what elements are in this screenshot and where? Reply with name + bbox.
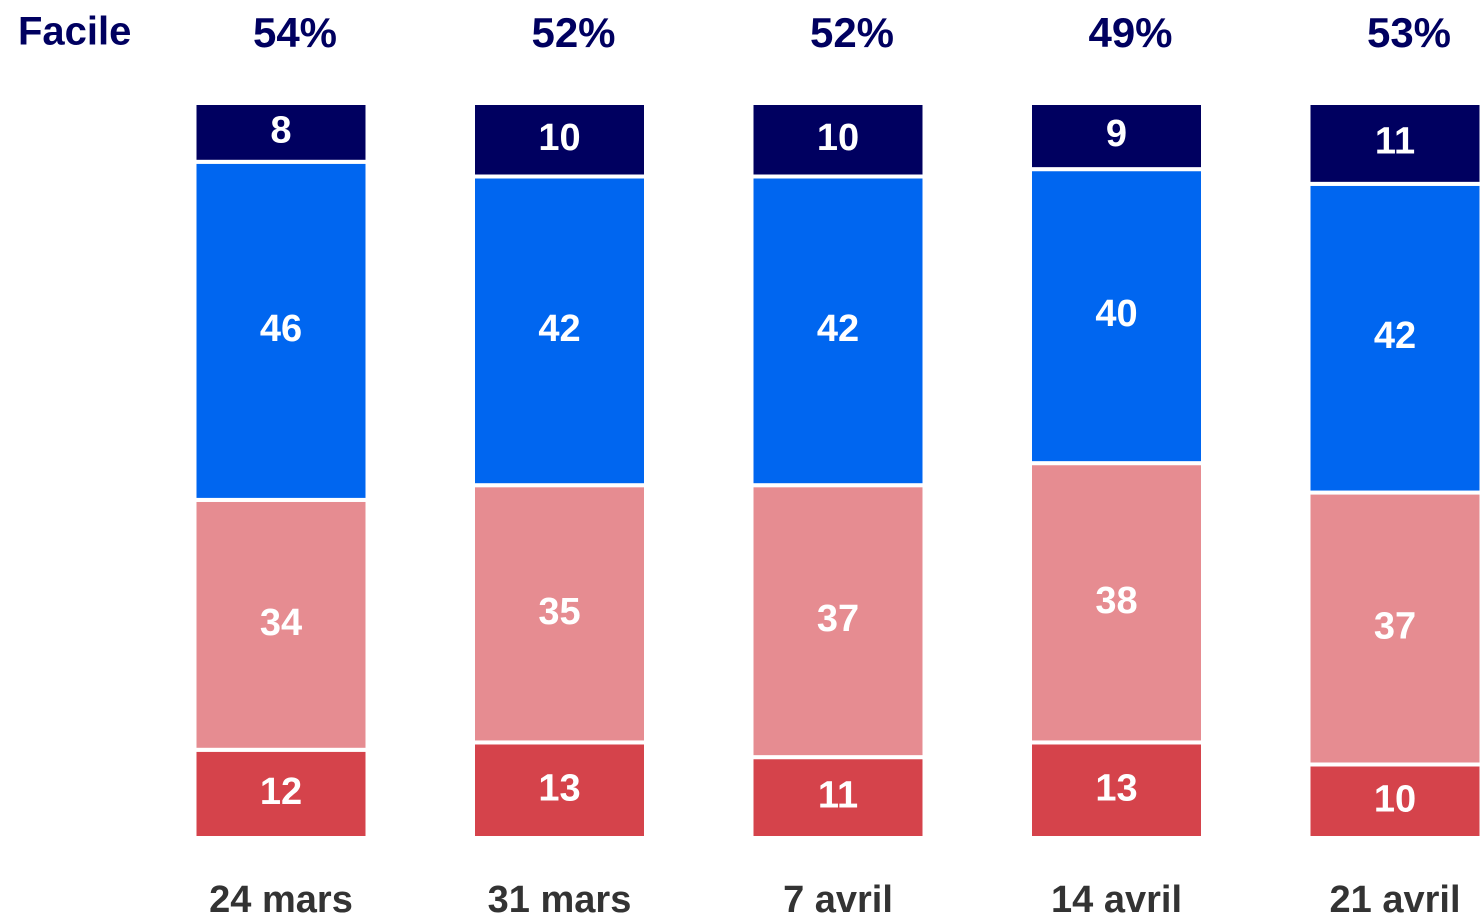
bar-segment — [749, 174, 927, 488]
bar-segment — [1028, 101, 1205, 172]
segment-label: 42 — [817, 308, 859, 350]
segment-label: 46 — [260, 308, 302, 350]
x-tick-label: 21 avril — [1330, 879, 1461, 921]
segment-label: 11 — [818, 775, 858, 817]
bar-segment — [749, 483, 927, 760]
segment-label: 13 — [538, 767, 580, 809]
total-label: 53% — [1367, 9, 1451, 56]
bar-segment — [192, 497, 370, 752]
segment-label: 37 — [1374, 606, 1416, 648]
bar-segment — [471, 174, 648, 488]
segment-label: 37 — [817, 598, 859, 640]
bar-segment — [1306, 101, 1481, 186]
segment-label: 38 — [1095, 580, 1137, 622]
segment-label: 13 — [1095, 767, 1137, 809]
x-tick-label: 31 mars — [488, 879, 632, 921]
x-tick-label: 7 avril — [783, 879, 893, 921]
bar-segment — [1028, 740, 1205, 841]
segment-label: 12 — [260, 771, 302, 813]
bar-segment — [192, 101, 370, 164]
total-label: 54% — [253, 9, 337, 56]
bar-segment — [749, 101, 927, 179]
segment-label: 35 — [538, 591, 580, 633]
total-label: 52% — [810, 9, 894, 56]
segment-label: 40 — [1095, 293, 1137, 335]
total-label: 49% — [1088, 9, 1172, 56]
segment-label: 8 — [270, 109, 291, 151]
segment-label: 42 — [538, 308, 580, 350]
segment-label: 10 — [817, 117, 859, 159]
totals-name: Facile — [18, 10, 131, 54]
segment-label: 42 — [1374, 315, 1416, 357]
x-tick-label: 14 avril — [1051, 879, 1182, 921]
bar-segment — [471, 483, 648, 745]
bar-segment — [749, 755, 927, 841]
segment-label: 34 — [260, 602, 302, 644]
bar-segment — [192, 747, 370, 840]
bar-segment — [1028, 167, 1205, 466]
bar-segment — [471, 740, 648, 841]
segment-label: 10 — [538, 117, 580, 159]
segment-label: 10 — [1374, 778, 1416, 820]
bar-segment — [471, 101, 648, 179]
bar-segment — [1306, 181, 1481, 495]
segment-label: 11 — [1375, 120, 1415, 162]
bar-segment — [1306, 762, 1481, 840]
x-tick-label: 24 mars — [209, 879, 353, 921]
total-label: 52% — [531, 9, 615, 56]
segment-label: 9 — [1106, 113, 1127, 155]
